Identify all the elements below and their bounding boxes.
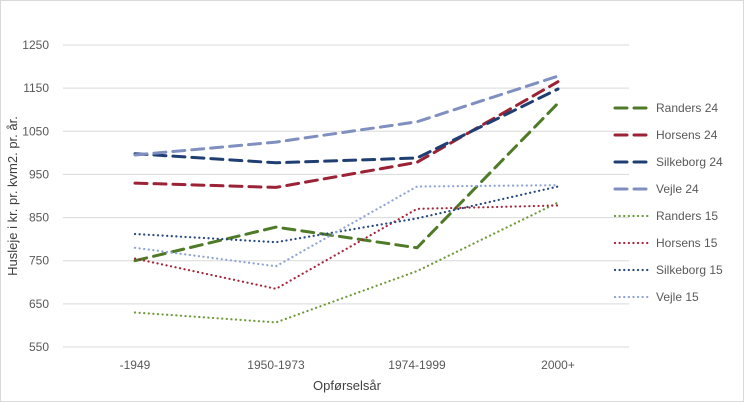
legend: Randers 24 Horsens 24 Silkeborg 24 Vejle 24…	[613, 101, 723, 304]
y-tick-label: 1250	[22, 38, 49, 52]
y-tick-label: 750	[29, 254, 49, 268]
x-tick-label: 1950-1973	[247, 358, 305, 372]
y-tick-label: 1150	[23, 81, 49, 95]
y-axis-title: Husleje i kr. pr. kvm2. pr. år.	[5, 116, 20, 276]
series-line-silkeborg-24	[133, 87, 560, 165]
x-tick-label: -1949	[120, 358, 151, 372]
series-line-silkeborg-15	[133, 185, 560, 244]
series-line-randers-24	[133, 101, 560, 263]
series-line-randers-15	[133, 201, 560, 324]
x-tick-label: 2000+	[541, 358, 575, 372]
legend-label: Horsens 15	[656, 236, 718, 250]
series-lines	[133, 74, 560, 324]
legend-label: Vejle 24	[656, 182, 699, 196]
x-tick-label: 1974-1999	[388, 358, 446, 372]
y-tick-label: 850	[29, 211, 49, 225]
legend-label: Horsens 24	[656, 128, 718, 142]
legend-label: Vejle 15	[656, 290, 699, 304]
axes: 550 650 750 850 950 1050 1150 1250 -1949 1950-197…	[22, 38, 575, 372]
legend-label: Randers 15	[656, 209, 718, 223]
legend-label: Silkeborg 15	[656, 263, 723, 277]
y-tick-label: 950	[29, 167, 49, 181]
y-tick-label: 550	[29, 340, 49, 354]
y-tick-label: 1050	[22, 124, 49, 138]
y-tick-label: 650	[29, 297, 49, 311]
series-line-vejle-15	[133, 184, 560, 268]
series-line-horsens-15	[133, 204, 560, 290]
x-axis-title: Opførselsår	[313, 378, 382, 393]
legend-label: Silkeborg 24	[656, 155, 723, 169]
series-line-vejle-24	[133, 74, 560, 157]
legend-label: Randers 24	[656, 101, 718, 115]
